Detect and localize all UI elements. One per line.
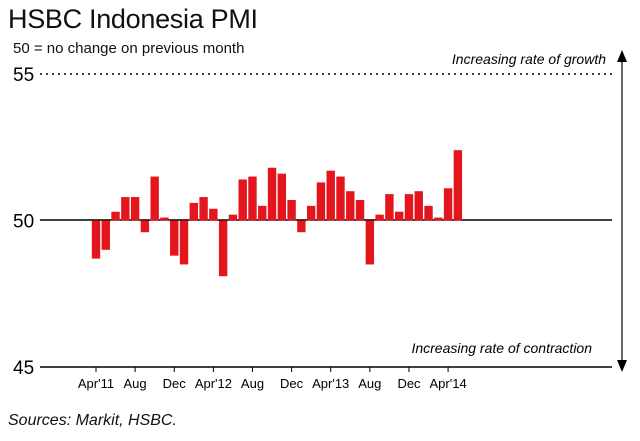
bar-Mar'13 [316,182,326,221]
bar-Apr'13 [326,170,335,221]
bar-Sep'11 [140,220,150,233]
x-tick-label: Apr'14 [430,376,467,391]
bar-Nov'12 [277,173,287,221]
bar-Sep'12 [258,205,267,221]
bar-Apr'12 [209,208,218,221]
chart-subtitle: 50 = no change on previous month [13,40,245,57]
bar-Dec'11 [170,220,179,256]
bar-Dec'12 [287,199,296,221]
x-tick-label: Dec [163,376,187,391]
bar-Aug'11 [130,197,140,221]
bar-Apr'14 [443,188,453,221]
bar-Jan'14 [414,191,423,221]
y-tick-label: 45 [13,358,34,379]
bar-Nov'11 [160,217,169,221]
bar-May'12 [218,220,228,277]
bar-Oct'13 [385,194,394,221]
bar-Feb'14 [424,205,433,221]
bar-Jan'13 [297,220,306,233]
bar-Mar'14 [434,217,443,221]
chart-title: HSBC Indonesia PMI [8,4,258,34]
bar-Aug'12 [248,176,257,221]
tick-labels-group: 55 50 45 Apr'11 Aug Dec Apr'12 Aug Dec Apr'13 Aug D… [13,65,467,391]
x-tick-label: Aug [124,376,147,391]
bar-Sep'13 [375,214,384,221]
bar-Jan'12 [179,220,189,265]
bar-May'11 [101,220,110,250]
bar-May'14 [453,150,463,221]
bars-group [91,150,463,277]
bar-Dec'13 [404,194,414,221]
bar-Jul'13 [355,199,365,221]
bar-Jun'13 [346,191,355,221]
bar-Jun'11 [111,211,120,221]
contraction-arrow-head [617,360,627,372]
bar-Nov'13 [394,211,404,221]
bar-Jul'11 [121,197,130,221]
y-tick-label: 50 [13,212,34,233]
x-tick-label: Dec [397,376,421,391]
bar-Oct'12 [267,167,277,221]
x-tick-label: Dec [280,376,304,391]
growth-arrow-head [617,50,627,62]
bar-Aug'13 [365,220,375,265]
bar-Feb'12 [189,202,198,221]
bar-Jul'12 [238,179,247,221]
bar-Mar'12 [199,197,208,221]
bar-Feb'13 [306,205,316,221]
contraction-annotation: Increasing rate of contraction [411,340,592,356]
growth-annotation: Increasing rate of growth [452,51,606,67]
bar-Oct'11 [150,176,159,221]
source-note: Sources: Markit, HSBC. [8,412,177,429]
bar-May'13 [336,176,345,221]
x-tick-label: Apr'12 [195,376,232,391]
x-tick-label: Aug [241,376,264,391]
bar-Apr'11 [91,220,101,259]
x-tick-label: Apr'11 [78,376,114,391]
x-tick-label: Aug [358,376,381,391]
bar-Jun'12 [228,214,238,221]
y-tick-label: 55 [13,65,34,86]
x-tick-label: Apr'13 [312,376,349,391]
